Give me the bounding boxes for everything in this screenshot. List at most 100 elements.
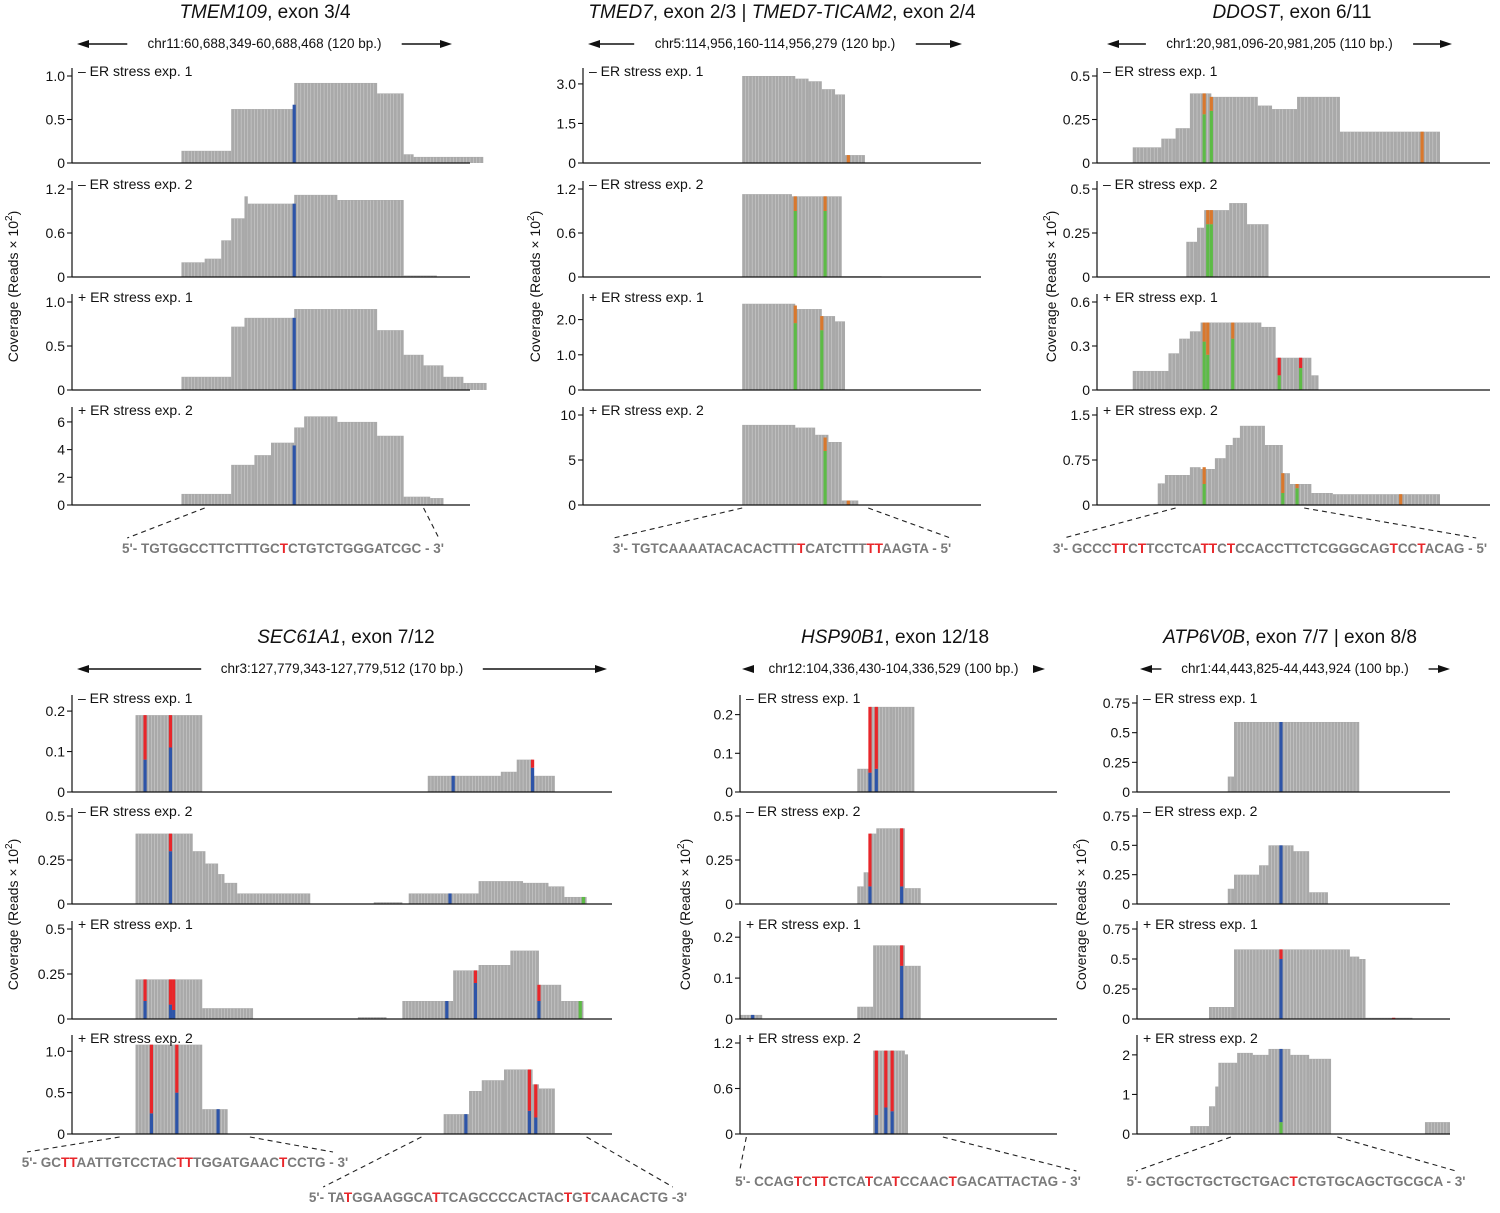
title-segment-2: , exon 3/4 xyxy=(267,2,351,23)
panel-label: + ER stress exp. 2 xyxy=(78,1030,193,1046)
y-tick-label: 2 xyxy=(1122,1047,1130,1063)
variant-mark-3-blue xyxy=(451,775,455,792)
sequence-1-seg-3: TT xyxy=(176,1155,193,1170)
coverage-panel-4: 1.2 0.6 0 + ER stress exp. 2 xyxy=(714,1030,1057,1142)
variant-mark-1-blue xyxy=(292,445,296,505)
locus-label: chr1:20,981,096-20,981,205 (110 bp.) xyxy=(1166,36,1392,51)
variant-mark-1-green xyxy=(793,211,797,277)
sequence-2-seg-7: T xyxy=(583,1190,592,1205)
coverage-bar-4 xyxy=(904,965,921,1019)
variant-mark-1-orange xyxy=(1206,210,1210,225)
panel-label: – ER stress exp. 1 xyxy=(1103,63,1218,79)
coverage-bar-4 xyxy=(294,82,378,163)
title-segment-1: TMEM109 xyxy=(179,2,267,23)
coverage-panel-2: 0.5 0.25 0 – ER stress exp. 2 xyxy=(1063,176,1490,285)
y-tick-label: 0 xyxy=(57,269,65,285)
coverage-bar-5 xyxy=(1211,96,1258,163)
coverage-bar-3 xyxy=(231,109,295,163)
variant-mark-1-blue xyxy=(168,851,173,904)
variant-mark-1-orange xyxy=(846,155,850,163)
y-tick-label: 2 xyxy=(57,469,65,485)
variant-mark-2-red xyxy=(900,945,904,966)
variant-mark-1-blue xyxy=(149,1113,154,1134)
sequence-seg-4: TT xyxy=(866,541,883,556)
panel-label: – ER stress exp. 1 xyxy=(1143,690,1258,706)
coverage-bar-9 xyxy=(561,1001,584,1019)
variant-mark-1-green xyxy=(823,451,827,505)
coverage-bar-9 xyxy=(463,382,487,390)
sequence-1-prefix: 5'- GC xyxy=(22,1155,61,1170)
variant-mark-2-blue xyxy=(874,768,878,792)
coverage-bar-5 xyxy=(244,196,248,277)
coverage-panel-1: 0.5 0.25 0 – ER stress exp. 1 xyxy=(1063,63,1490,171)
sequence-2-seg-4: TCAGCCCCACTAC xyxy=(440,1190,564,1205)
locus-arrow-left-head xyxy=(588,40,600,48)
y-tick-label: 0 xyxy=(1082,155,1090,171)
y-tick-label: 0.6 xyxy=(1071,294,1091,310)
title-segment-2: , exon 2/3 | xyxy=(653,2,752,23)
locus-label: chr3:127,779,343-127,779,512 (170 bp.) xyxy=(221,661,463,676)
coverage-bar-4 xyxy=(271,442,295,505)
y-tick-label: 0.2 xyxy=(714,707,734,723)
y-tick-label: 1.2 xyxy=(714,1035,734,1051)
sequence-suffix: - 5' xyxy=(1464,541,1487,556)
variant-mark-5-blue xyxy=(527,1110,532,1134)
coverage-bar-6 xyxy=(403,154,414,163)
y-axis-label-main: Coverage (Reads × 10 xyxy=(1043,221,1059,362)
variant-mark-5-green xyxy=(1299,368,1303,390)
variant-mark-1-red xyxy=(143,979,147,1001)
coverage-bar-3 xyxy=(221,240,232,277)
sequence: 3'- GCCCTTCTTCCTCATTCTCCACCTTCTCGGGCAGTC… xyxy=(1053,541,1487,556)
variant-mark-1-blue xyxy=(292,104,296,163)
y-tick-label: 0.3 xyxy=(1071,338,1091,354)
sequence-seg-9: T xyxy=(949,1174,958,1189)
coverage-bar-10 xyxy=(1264,445,1283,505)
y-axis-label-sup: 2 xyxy=(1042,215,1053,221)
title-segment-1: TMED7 xyxy=(588,2,654,23)
sequence-2-seg-2: GGAAGGCA xyxy=(352,1190,433,1205)
chart-title: SEC61A1, exon 7/12 xyxy=(257,627,434,648)
variant-mark-1-blue xyxy=(1279,959,1283,1019)
y-tick-label: 1.2 xyxy=(557,181,577,197)
y-tick-label: 0 xyxy=(725,1011,733,1027)
variant-mark-4-red xyxy=(1277,357,1281,376)
coverage-bar-4 xyxy=(1189,467,1201,505)
y-tick-label: 1.5 xyxy=(1071,407,1091,423)
coverage-bar-3 xyxy=(1204,210,1215,277)
coverage-bar-2 xyxy=(427,775,501,792)
panel-label: + ER stress exp. 1 xyxy=(1103,289,1218,305)
sequence-seg-3: CTGTGCAGCTGCGCA xyxy=(1298,1174,1444,1189)
variant-mark-1-orange xyxy=(1202,93,1206,115)
sequence-suffix: - 3' xyxy=(421,541,444,556)
variant-mark-2-blue xyxy=(168,747,173,792)
sequence-2-prefix: 5'- TA xyxy=(309,1190,345,1205)
y-tick-label: 0 xyxy=(57,896,65,912)
variant-mark-5-red xyxy=(1299,357,1303,368)
variant-mark-6-red xyxy=(537,984,541,1001)
y-tick-label: 0 xyxy=(725,1126,733,1142)
locus-label: chr11:60,688,349-60,688,468 (120 bp.) xyxy=(148,36,382,51)
y-tick-label: 0 xyxy=(1082,382,1090,398)
variant-mark-2-orange xyxy=(1206,322,1210,355)
y-tick-label: 0 xyxy=(1122,896,1130,912)
y-tick-label: 0.5 xyxy=(1111,951,1131,967)
panel-label: + ER stress exp. 1 xyxy=(746,916,861,932)
y-tick-label: 0 xyxy=(1082,497,1090,513)
coverage-bar-1 xyxy=(135,1044,203,1134)
y-tick-label: 0.25 xyxy=(38,966,65,982)
variant-mark-1-blue xyxy=(292,203,296,277)
sequence-seg-2: T xyxy=(797,541,806,556)
coverage-bar-6 xyxy=(1214,458,1226,505)
variant-mark-2-blue xyxy=(900,886,904,904)
coverage-bar-3 xyxy=(892,706,915,792)
coverage-bar-1 xyxy=(181,493,232,505)
y-axis-label: Coverage (Reads × 102) xyxy=(526,211,543,363)
y-tick-label: 0.5 xyxy=(46,921,66,937)
variant-mark-3-blue xyxy=(890,1111,894,1134)
y-tick-label: 0 xyxy=(568,382,576,398)
y-tick-label: 0.25 xyxy=(1063,112,1090,128)
variant-mark-1-green xyxy=(793,323,797,390)
sequence-seg-2: TT xyxy=(1112,541,1129,556)
coverage-bar-2 xyxy=(204,258,222,277)
sequence-seg-5: TCCTCA xyxy=(1146,541,1202,556)
